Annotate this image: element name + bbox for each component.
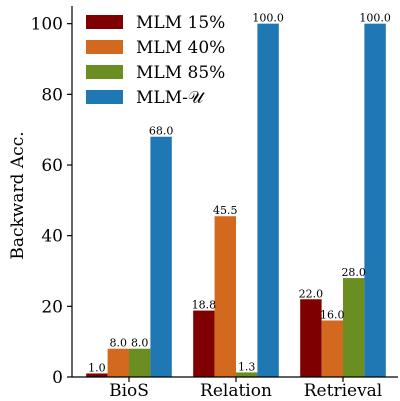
data-label: 22.0 xyxy=(299,287,324,300)
bar-relation-series-2 xyxy=(214,216,236,377)
legend-swatch xyxy=(86,65,123,79)
bar-relation-series-1 xyxy=(193,310,215,377)
legend-label: MLM 40% xyxy=(136,38,225,58)
y-tick-label: 60 xyxy=(41,156,63,176)
bar-relation-series-3 xyxy=(236,372,258,377)
data-label: 28.0 xyxy=(341,266,366,279)
bar-retrieval-series-1 xyxy=(300,299,322,377)
legend-label: MLM-𝒰 xyxy=(136,88,206,108)
axes-group xyxy=(71,6,398,378)
data-label: 68.0 xyxy=(149,125,174,138)
data-label: 1.3 xyxy=(238,360,256,373)
bar-bios-series-3 xyxy=(129,348,151,377)
y-tick-label: 40 xyxy=(41,227,63,247)
data-label: 8.0 xyxy=(131,337,149,350)
legend-swatch xyxy=(86,15,123,29)
data-label: 100.0 xyxy=(252,12,284,25)
legend: MLM 15% MLM 40% MLM 85% MLM-𝒰 xyxy=(86,13,225,108)
y-ticks-group: 0 20 40 60 80 100 xyxy=(31,15,72,388)
data-label: 100.0 xyxy=(359,12,391,25)
data-label: 8.0 xyxy=(110,337,128,350)
bar-bios-series-4 xyxy=(150,136,172,377)
data-label: 16.0 xyxy=(320,308,345,321)
bar-bios-series-2 xyxy=(107,348,129,377)
bar-retrieval-series-4 xyxy=(364,23,386,378)
x-ticks-group: BioS Relation Retrieval xyxy=(109,377,382,401)
data-label: 18.8 xyxy=(192,299,217,312)
legend-swatch xyxy=(86,40,123,54)
legend-swatch xyxy=(86,90,123,104)
x-tick-label: Retrieval xyxy=(304,381,383,401)
y-axis-title: Backward Acc. xyxy=(8,131,28,259)
legend-label: MLM 85% xyxy=(136,63,225,83)
bar-retrieval-series-3 xyxy=(343,278,365,377)
legend-label: MLM 15% xyxy=(136,13,225,33)
x-tick-label: Relation xyxy=(200,381,272,401)
bars-group xyxy=(86,23,386,378)
y-tick-label: 80 xyxy=(41,85,63,105)
y-tick-label: 100 xyxy=(31,15,63,35)
data-label: 45.5 xyxy=(213,204,238,217)
y-tick-label: 20 xyxy=(41,297,63,317)
bar-retrieval-series-2 xyxy=(321,320,343,377)
x-tick-label: BioS xyxy=(109,381,149,401)
y-tick-label: 0 xyxy=(52,368,63,388)
data-label: 1.0 xyxy=(88,361,106,374)
bar-bios-series-1 xyxy=(86,373,108,377)
data-labels-group: 1.0 8.0 8.0 68.0 18.8 45.5 1.3 100.0 22.0 16.0 28.… xyxy=(88,12,391,375)
bar-relation-series-4 xyxy=(257,23,279,378)
